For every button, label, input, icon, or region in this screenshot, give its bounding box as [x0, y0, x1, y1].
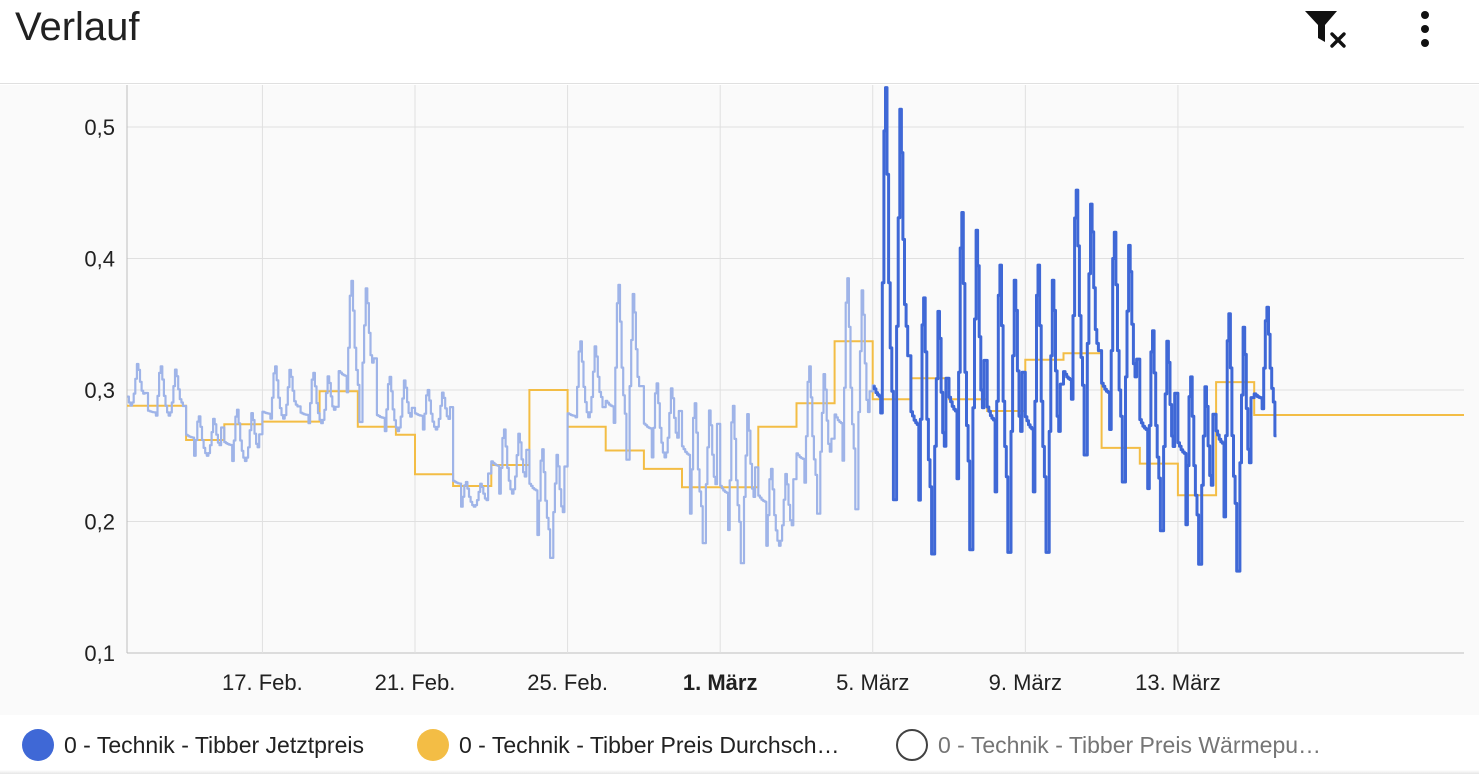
legend-dot-jetztpreis	[22, 729, 54, 761]
legend-label: 0 - Technik - Tibber Preis Wärmepu…	[938, 731, 1322, 758]
legend-label: 0 - Technik - Tibber Preis Durchsch…	[459, 731, 840, 758]
y-tick-label: 0,1	[84, 641, 115, 666]
legend-dot-waermepumpe	[896, 729, 928, 761]
x-tick-label: 1. März	[683, 670, 758, 695]
x-tick-label: 21. Feb.	[375, 670, 456, 695]
y-tick-label: 0,4	[84, 247, 115, 272]
legend-item-jetztpreis[interactable]: 0 - Technik - Tibber Jetztpreis	[22, 728, 364, 762]
x-tick-label: 5. März	[836, 670, 909, 695]
series-line-jetztpreis	[872, 86, 1277, 573]
y-tick-label: 0,3	[84, 378, 115, 403]
clear-filter-button[interactable]	[1301, 4, 1353, 56]
x-tick-label: 13. März	[1135, 670, 1221, 695]
more-vert-icon	[1421, 11, 1429, 47]
legend-item-durchschnitt[interactable]: 0 - Technik - Tibber Preis Durchsch…	[417, 728, 840, 762]
filter-remove-icon	[1305, 11, 1346, 48]
x-tick-label: 25. Feb.	[527, 670, 608, 695]
more-options-button[interactable]	[1399, 4, 1451, 56]
chart-canvas[interactable]: 0,1 0,2 0,3 0,4 0,5 17. Feb. 21. Feb. 25. Feb.…	[0, 85, 1479, 715]
chart-legend: 0 - Technik - Tibber Jetztpreis 0 - Tech…	[0, 715, 1479, 774]
x-tick-label: 9. März	[989, 670, 1062, 695]
grid-lines	[126, 85, 1464, 654]
y-tick-label: 0,5	[84, 115, 115, 140]
y-tick-label: 0,2	[84, 510, 115, 535]
x-axis-ticks: 17. Feb. 21. Feb. 25. Feb. 1. März 5. März 9.…	[222, 670, 1221, 695]
series-lines	[127, 86, 1464, 573]
history-chart[interactable]: 0,1 0,2 0,3 0,4 0,5 17. Feb. 21. Feb. 25. Feb.…	[0, 85, 1479, 715]
legend-label: 0 - Technik - Tibber Jetztpreis	[64, 731, 364, 758]
legend-item-waermepumpe[interactable]: 0 - Technik - Tibber Preis Wärmepu…	[896, 728, 1321, 762]
x-tick-label: 17. Feb.	[222, 670, 303, 695]
top-app-bar: Verlauf	[0, 0, 1479, 84]
page-title: Verlauf	[15, 5, 140, 49]
legend-dot-durchschnitt	[417, 729, 449, 761]
bottom-shadow	[0, 770, 1479, 774]
y-axis-ticks: 0,1 0,2 0,3 0,4 0,5	[84, 115, 115, 666]
series-line-jetztpreis-faded	[127, 277, 877, 565]
